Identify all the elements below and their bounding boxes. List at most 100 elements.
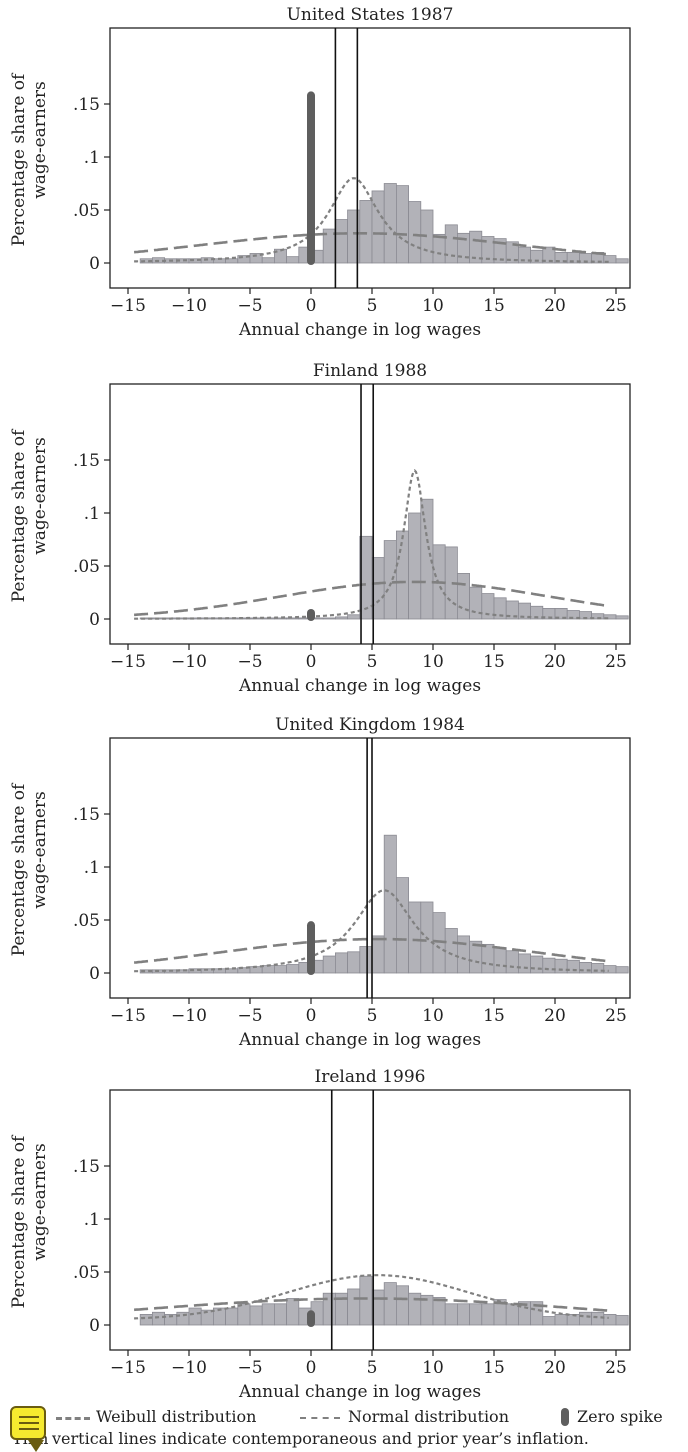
histogram-bar bbox=[432, 233, 446, 264]
x-tick-label: 0 bbox=[306, 1006, 317, 1026]
zero-spike-legend-swatch bbox=[561, 1408, 569, 1426]
histogram-bar bbox=[322, 617, 336, 620]
histogram-bar bbox=[432, 1297, 446, 1326]
x-tick-label: −5 bbox=[237, 1006, 262, 1026]
x-tick-label: 15 bbox=[483, 296, 505, 316]
y-tick-label: .1 bbox=[84, 1210, 100, 1230]
chart-panel-3: United Kingdom 1984 .15 .1 .05 0 −15 −10 −5 0 5 10… bbox=[9, 715, 631, 1050]
y-axis-label: Percentage share of bbox=[9, 72, 29, 246]
histogram-bar bbox=[554, 958, 568, 974]
histogram-bar bbox=[518, 953, 532, 974]
histogram-bar bbox=[615, 1315, 629, 1326]
y-tick-label: .1 bbox=[84, 858, 100, 878]
zero-spike bbox=[307, 91, 315, 266]
y-tick-label: 0 bbox=[89, 610, 100, 630]
x-tick-label: 15 bbox=[483, 652, 505, 672]
x-tick-label: 10 bbox=[422, 652, 444, 672]
zero-spike bbox=[307, 609, 315, 621]
histogram-bar bbox=[139, 1314, 153, 1326]
x-tick-label: 5 bbox=[367, 1358, 378, 1378]
x-tick-label: −10 bbox=[171, 1358, 207, 1378]
x-tick-label: 20 bbox=[544, 652, 566, 672]
histogram-bar bbox=[615, 258, 629, 264]
chart-panel-1: United States 1987 .15 .1 .05 0 −15 −10 −5 0 5 10 1… bbox=[9, 5, 631, 340]
plot-frame bbox=[109, 27, 631, 289]
plot-frame bbox=[109, 737, 631, 999]
histogram-bar bbox=[456, 1303, 470, 1326]
y-tick-label: .15 bbox=[73, 805, 100, 825]
normal-legend-swatch bbox=[300, 1417, 340, 1419]
y-tick-label: .15 bbox=[73, 1157, 100, 1177]
histogram-bar bbox=[359, 946, 373, 974]
histogram-bar bbox=[530, 1301, 544, 1326]
x-tick-label: 15 bbox=[483, 1358, 505, 1378]
note-text: vertical lines indicate contemporaneous … bbox=[52, 1429, 589, 1448]
histogram-bar bbox=[371, 190, 385, 264]
x-tick-label: 5 bbox=[367, 296, 378, 316]
histogram-bar bbox=[249, 1305, 263, 1326]
histogram-bar bbox=[237, 1303, 251, 1326]
y-tick-label: 0 bbox=[89, 254, 100, 274]
chart-title: Ireland 1996 bbox=[315, 1067, 426, 1087]
histogram-bar bbox=[615, 966, 629, 974]
x-tick-label: 10 bbox=[422, 1358, 444, 1378]
histogram-bar bbox=[603, 1314, 617, 1326]
histogram-bar bbox=[347, 614, 361, 620]
normal-legend-label: Normal distribution bbox=[348, 1407, 509, 1426]
histogram-bar bbox=[408, 512, 422, 620]
normal-curve bbox=[134, 889, 609, 973]
histogram-bar bbox=[359, 1275, 373, 1326]
x-tick-label: 25 bbox=[605, 1006, 627, 1026]
histogram-bar bbox=[273, 965, 287, 974]
chart-title: United Kingdom 1984 bbox=[275, 715, 465, 735]
chart-title: United States 1987 bbox=[287, 5, 454, 25]
histogram-bar bbox=[530, 955, 544, 974]
histogram-bar bbox=[554, 1314, 568, 1326]
x-tick-label: 5 bbox=[367, 652, 378, 672]
y-tick-label: .05 bbox=[73, 1263, 100, 1283]
histogram-bar bbox=[261, 1303, 275, 1326]
y-axis-label: Percentage share of bbox=[9, 1134, 29, 1308]
histogram-bar bbox=[408, 901, 422, 974]
x-tick-label: −10 bbox=[171, 652, 207, 672]
histogram-bar bbox=[420, 498, 434, 620]
normal-curve bbox=[134, 469, 609, 620]
x-tick-label: 0 bbox=[306, 652, 317, 672]
sticky-note-icon[interactable] bbox=[10, 1406, 46, 1452]
y-tick-label: .05 bbox=[73, 911, 100, 931]
y-axis-label: Percentage share of bbox=[9, 428, 29, 602]
x-tick-label: −5 bbox=[237, 652, 262, 672]
histogram-bar bbox=[481, 1303, 495, 1326]
histogram-bar bbox=[273, 1303, 287, 1326]
histogram-bar bbox=[371, 935, 385, 974]
zero-spike bbox=[307, 921, 315, 975]
x-tick-label: 20 bbox=[544, 1358, 566, 1378]
x-axis-label: Annual change in log wages bbox=[238, 320, 481, 340]
histogram-bar bbox=[286, 256, 300, 264]
histogram-bar bbox=[334, 219, 348, 264]
normal-curve bbox=[134, 177, 609, 263]
histogram-bar bbox=[359, 200, 373, 264]
histogram-bar bbox=[395, 877, 409, 974]
y-axis-label: wage-earners bbox=[30, 437, 50, 555]
histogram-bar bbox=[591, 1311, 605, 1326]
y-tick-label: .1 bbox=[84, 148, 100, 168]
histogram-bar bbox=[261, 257, 275, 264]
x-tick-label: −15 bbox=[110, 296, 146, 316]
x-tick-label: 10 bbox=[422, 1006, 444, 1026]
y-axis-label: wage-earners bbox=[30, 81, 50, 199]
x-tick-label: −15 bbox=[110, 652, 146, 672]
histogram-bar bbox=[456, 573, 470, 620]
y-axis-label: wage-earners bbox=[30, 791, 50, 909]
histogram-bar bbox=[444, 928, 458, 974]
histogram-bar bbox=[347, 951, 361, 974]
x-tick-label: 0 bbox=[306, 296, 317, 316]
x-tick-label: 15 bbox=[483, 1006, 505, 1026]
weibull-legend-swatch bbox=[56, 1417, 90, 1420]
chart-title: Finland 1988 bbox=[313, 361, 427, 381]
x-tick-label: −5 bbox=[237, 1358, 262, 1378]
x-tick-label: −10 bbox=[171, 296, 207, 316]
x-tick-label: 25 bbox=[605, 296, 627, 316]
histogram-bar bbox=[469, 586, 483, 620]
x-tick-label: 10 bbox=[422, 296, 444, 316]
